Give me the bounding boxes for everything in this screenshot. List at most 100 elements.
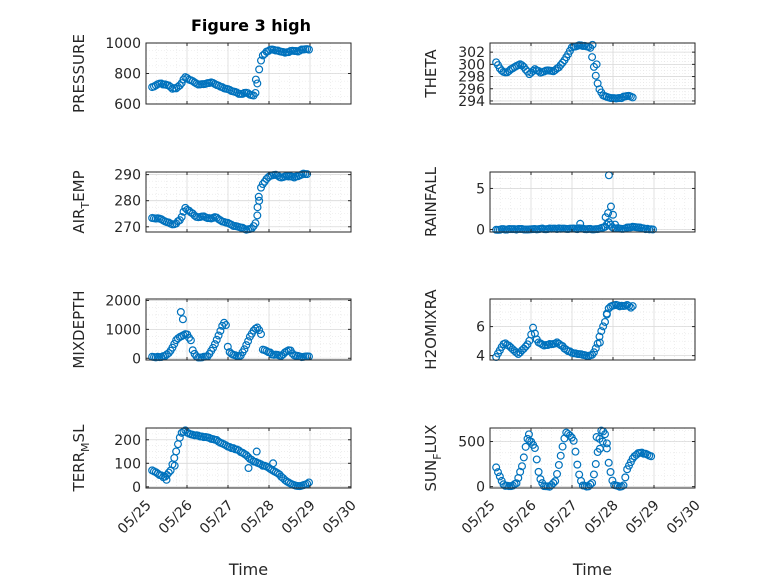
data-point xyxy=(536,475,545,484)
data-point xyxy=(257,330,266,339)
x-axis-label: Time xyxy=(228,560,268,579)
axes-box xyxy=(489,298,696,361)
data-point xyxy=(637,448,646,457)
data-point xyxy=(604,209,613,218)
subplot-pressure: 600 800 1000 PRESSURE xyxy=(70,34,352,113)
data-point xyxy=(624,302,633,311)
data-point xyxy=(225,85,234,94)
data-point xyxy=(492,463,501,472)
data-point xyxy=(621,473,630,482)
axes-box xyxy=(145,171,352,233)
x-tick-label: 05/26 xyxy=(156,497,196,537)
x-tick-label: 05/26 xyxy=(500,497,540,537)
y-tick-label: 0 xyxy=(476,223,485,239)
data-point xyxy=(303,479,312,488)
data-point xyxy=(304,478,313,487)
y-axis-label: TERRMSL xyxy=(70,424,92,493)
data-point xyxy=(151,81,160,90)
data-point xyxy=(601,317,610,326)
x-axis-label: Time xyxy=(572,560,612,579)
data-point xyxy=(519,453,528,462)
data-point xyxy=(255,65,264,74)
data-point xyxy=(521,342,530,351)
data-point xyxy=(242,341,251,350)
y-axis-label: SUNFLUX xyxy=(422,425,444,492)
data-point xyxy=(628,93,637,102)
y-tick-label: 0 xyxy=(132,351,141,367)
data-point xyxy=(512,479,521,488)
data-point xyxy=(529,66,538,75)
data-point xyxy=(591,460,600,469)
data-point xyxy=(554,460,563,469)
data-point xyxy=(597,327,606,336)
y-tick-label: 600 xyxy=(114,97,141,113)
y-axis-label: MIXDEPTH xyxy=(70,290,88,368)
data-point xyxy=(604,458,613,467)
y-tick-label: 300 xyxy=(458,57,485,73)
data-point xyxy=(262,347,271,356)
data-point xyxy=(556,451,565,460)
data-point xyxy=(209,343,218,352)
data-point xyxy=(216,326,225,335)
data-point xyxy=(608,223,617,232)
y-tick-label: 280 xyxy=(114,194,141,210)
data-point xyxy=(530,444,539,453)
data-point xyxy=(251,75,260,84)
data-point xyxy=(549,479,558,488)
y-tick-label: 6 xyxy=(476,320,485,336)
x-tick-label: 05/30 xyxy=(664,497,704,537)
data-point xyxy=(571,447,580,456)
data-point xyxy=(177,212,186,221)
y-tick-label: 2000 xyxy=(105,293,141,309)
data-point xyxy=(648,225,657,234)
subplot-rainfall: 0 5 RAINFALL xyxy=(422,166,696,239)
data-point xyxy=(495,472,504,481)
x-tick-label: 05/27 xyxy=(197,497,237,537)
data-point xyxy=(558,58,567,67)
data-point xyxy=(551,477,560,486)
data-point xyxy=(573,460,582,469)
y-tick-label: 298 xyxy=(458,70,485,86)
data-point xyxy=(162,475,171,484)
y-axis-label: AIRTEMP xyxy=(70,170,92,233)
data-point xyxy=(157,471,166,480)
data-point xyxy=(210,340,219,349)
data-point xyxy=(253,79,262,88)
data-point xyxy=(517,462,526,471)
data-point xyxy=(604,171,613,180)
y-axis-label: PRESSURE xyxy=(70,34,88,113)
data-point xyxy=(269,459,278,468)
data-point xyxy=(589,470,598,479)
subplot-air_temp: 270 280 290 AIRTEMP xyxy=(70,168,352,236)
data-point xyxy=(253,211,262,220)
data-point xyxy=(251,88,260,97)
subplot-h2omixra: 4 6 H2OMIXRA xyxy=(422,289,696,370)
figure-title: Figure 3 high xyxy=(191,16,311,35)
data-point xyxy=(212,335,221,344)
y-axis-label: H2OMIXRA xyxy=(422,289,440,370)
data-point xyxy=(258,180,267,189)
data-point xyxy=(601,213,610,222)
subplot-mixdepth: 0 1000 2000 MIXDEPTH xyxy=(70,290,352,369)
data-point xyxy=(164,349,173,358)
data-point xyxy=(240,345,249,354)
y-tick-label: 4 xyxy=(476,349,485,365)
data-point xyxy=(251,219,260,228)
axes-box xyxy=(489,427,696,489)
data-point xyxy=(602,439,611,448)
data-point xyxy=(628,302,637,311)
data-point xyxy=(244,337,253,346)
data-point xyxy=(577,476,586,485)
data-point xyxy=(254,192,263,201)
data-point xyxy=(244,464,253,473)
data-point xyxy=(304,45,313,54)
data-point xyxy=(576,219,585,228)
y-tick-label: 1000 xyxy=(105,36,141,52)
axes-box xyxy=(489,171,696,233)
data-point xyxy=(284,48,293,57)
y-tick-label: 302 xyxy=(458,45,485,61)
data-point xyxy=(255,326,264,335)
data-point xyxy=(595,338,604,347)
subplot-sun_flux: 0 500 05/25 05/26 05/27 05/28 05/29 05/30 Time SU… xyxy=(422,425,704,579)
axes-box xyxy=(145,427,352,489)
